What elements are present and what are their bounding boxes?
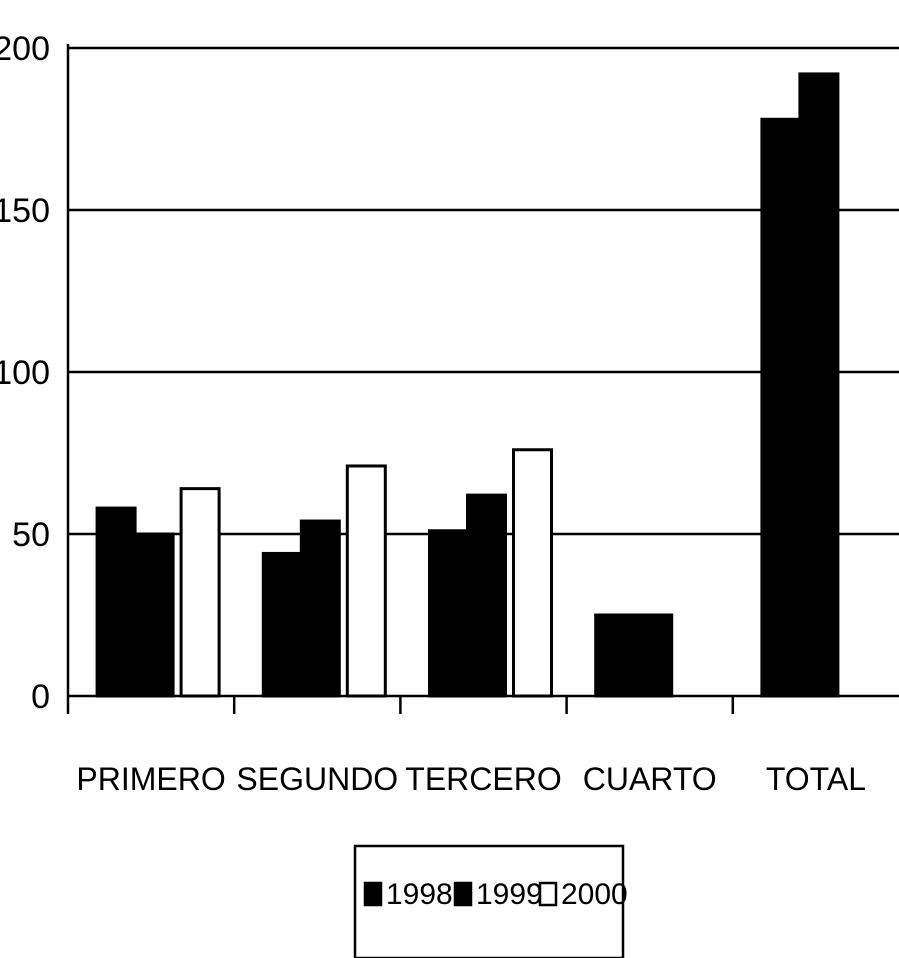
bars <box>95 72 840 698</box>
bar-tercero-1998 <box>428 529 469 698</box>
category-label: CUARTO <box>583 761 717 797</box>
bar-total-1999 <box>798 72 840 698</box>
legend-box <box>353 844 625 958</box>
legend-label-1998: 1998 <box>386 878 453 911</box>
bar-segundo-2000 <box>345 464 387 698</box>
category-label: TOTAL <box>766 761 866 797</box>
legend-label-1999: 1999 <box>476 878 543 911</box>
legend: 1998 1999 2000 <box>353 844 628 958</box>
category-label: SEGUNDO <box>236 761 398 797</box>
legend-swatch-2000 <box>538 881 558 907</box>
y-tick-label: 50 <box>12 516 50 554</box>
y-tick-label: 200 <box>0 30 50 68</box>
category-label: PRIMERO <box>76 761 225 797</box>
y-tick-label: 0 <box>31 678 50 716</box>
bar-primero-1999 <box>133 532 175 698</box>
y-tick-label: 100 <box>0 354 50 392</box>
bar-segundo-1999 <box>299 519 341 698</box>
bar-segundo-1998 <box>261 551 303 698</box>
legend-swatch-1998 <box>363 881 383 907</box>
category-labels: PRIMERO SEGUNDO TERCERO CUARTO TOTAL <box>76 761 866 797</box>
bar-cuarto-1998 <box>594 613 636 698</box>
bar-total-1998 <box>760 117 802 698</box>
legend-swatch-1999 <box>453 881 473 907</box>
category-label: TERCERO <box>405 761 561 797</box>
bar-primero-2000 <box>179 487 221 698</box>
legend-label-2000: 2000 <box>561 878 628 911</box>
bar-primero-1998 <box>95 506 137 698</box>
bar-tercero-1999 <box>466 493 507 698</box>
y-tick-labels: 0 50 100 150 200 <box>0 30 50 716</box>
bar-cuarto-1999 <box>632 613 674 698</box>
axes <box>66 44 899 714</box>
bar-tercero-2000 <box>512 448 553 698</box>
y-tick-label: 150 <box>0 192 50 230</box>
